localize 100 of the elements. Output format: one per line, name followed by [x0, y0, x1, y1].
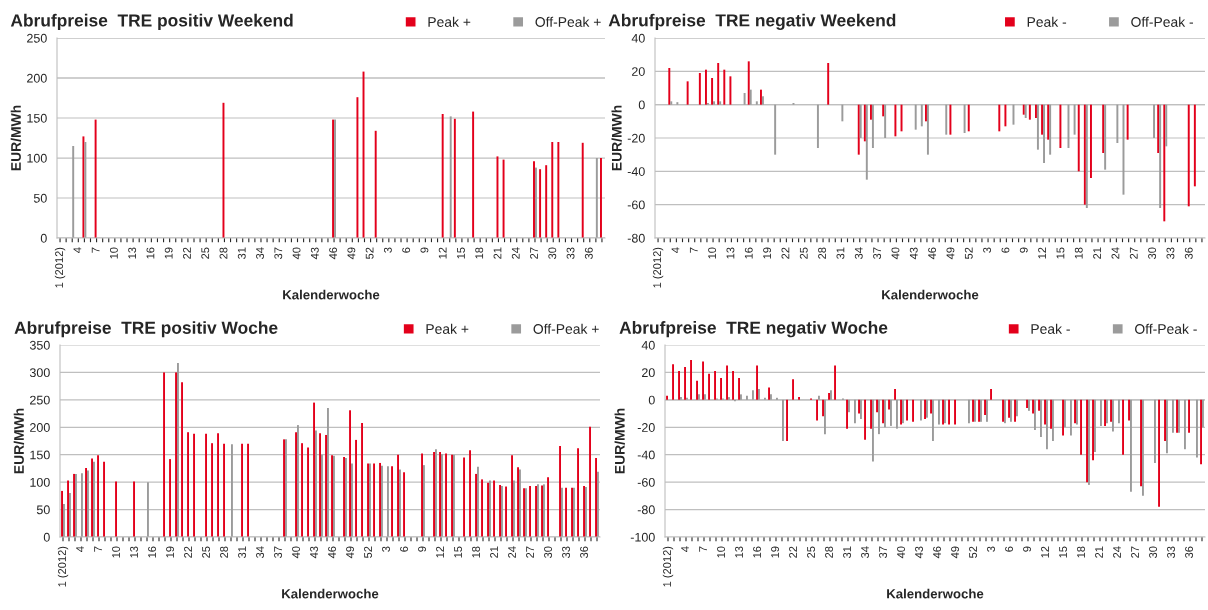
x-tick-label: 10: [717, 546, 725, 558]
x-tick-label: 3: [383, 247, 392, 253]
y-axis-title: EUR/MWh: [611, 105, 622, 171]
x-tick-label: 27: [526, 546, 534, 558]
x-tick-label: 13: [130, 546, 138, 558]
x-tick-label: 24: [511, 247, 520, 259]
x-tick-label: 22: [183, 247, 191, 259]
x-tick-label: 15: [1056, 247, 1065, 259]
x-tick-label: 6: [1001, 247, 1010, 253]
x-tick-label: 30: [1149, 546, 1157, 558]
x-tick-label: 3: [382, 546, 390, 552]
x-tick-label: 43: [915, 546, 923, 559]
y-tick-label: -20: [637, 423, 655, 432]
x-axis-title: Kalenderwoche: [882, 289, 979, 300]
y-tick-label: 150: [30, 450, 50, 460]
x-tick-label: 46: [933, 546, 941, 559]
x-tick-label: 22: [184, 546, 192, 558]
x-tick-label: 10: [708, 247, 717, 259]
x-tick-label: 19: [763, 247, 772, 259]
y-tick-label: 20: [632, 67, 645, 76]
x-tick-label: 19: [771, 546, 779, 558]
x-tick-label: 10: [109, 247, 118, 259]
x-tick-label: 40: [897, 546, 905, 559]
legend-label: Peak +: [426, 323, 469, 334]
x-tick-label: 31: [237, 247, 246, 259]
y-tick-label: -40: [627, 167, 645, 176]
x-tick-label: 28: [220, 546, 228, 558]
x-tick-label: 22: [781, 247, 790, 259]
x-tick-label: 27: [530, 247, 538, 259]
x-tick-label: 36: [584, 247, 593, 259]
legend-label: Off-Peak +: [535, 16, 601, 27]
y-axis-title: EUR/MWh: [13, 408, 25, 474]
legend-label: Peak -: [1031, 323, 1070, 334]
x-tick-label: 52: [364, 546, 372, 558]
x-tick-label: 6: [1005, 546, 1013, 552]
x-tick-label: 52: [365, 247, 374, 259]
x-tick-label: 22: [789, 546, 797, 558]
x-tick-label: 27: [1129, 247, 1138, 259]
x-tick-label: 10: [112, 546, 120, 558]
x-tick-label: 12: [1041, 546, 1049, 558]
x-tick-label: 31: [843, 546, 851, 558]
x-tick-label: 31: [836, 247, 845, 259]
x-tick-label: 4: [76, 546, 84, 552]
x-tick-label: 40: [891, 247, 900, 260]
x-tick-label: 16: [148, 546, 156, 558]
x-axis-title: Kalenderwoche: [887, 588, 984, 599]
legend-label: Peak +: [428, 16, 471, 27]
x-tick-label: 3: [983, 247, 992, 253]
x-tick-label: 36: [1184, 247, 1193, 259]
y-tick-label: 350: [29, 340, 50, 350]
x-tick-label: 30: [544, 546, 552, 558]
x-tick-label: 4: [73, 247, 82, 253]
x-tick-label: 28: [818, 247, 827, 259]
x-tick-label: 33: [1167, 546, 1175, 558]
x-tick-label: 19: [166, 546, 174, 558]
x-tick-label: 33: [1166, 247, 1175, 259]
y-tick-label: 50: [36, 505, 50, 515]
x-tick-label: 40: [292, 546, 300, 559]
x-tick-label: 37: [274, 247, 283, 259]
x-tick-label: 37: [879, 546, 887, 558]
x-tick-label: 18: [475, 247, 484, 259]
y-tick-label: -80: [627, 233, 645, 243]
y-tick-label: -60: [637, 477, 655, 487]
y-axis-title: EUR/MWh: [614, 408, 625, 474]
y-tick-label: 250: [27, 33, 47, 43]
legend-label: Off-Peak -: [1135, 323, 1197, 334]
y-tick-label: 0: [43, 532, 50, 542]
x-tick-label: 15: [457, 247, 465, 259]
x-tick-label: 34: [854, 247, 863, 259]
y-tick-label: 200: [30, 423, 50, 432]
x-tick-label: 9: [418, 546, 426, 552]
x-tick-label: 49: [946, 247, 955, 260]
x-tick-label: 4: [681, 546, 689, 552]
y-axis-title: EUR/MWh: [10, 105, 22, 171]
x-tick-label: 21: [490, 546, 498, 558]
x-tick-label: 13: [726, 247, 735, 259]
x-tick-label: 28: [219, 247, 228, 259]
x-tick-label: 46: [328, 546, 336, 559]
x-tick-label: 21: [1095, 546, 1103, 558]
legend-label: Off-Peak +: [533, 323, 599, 334]
x-tick-label: 16: [753, 546, 761, 558]
y-tick-label: 20: [642, 368, 655, 378]
x-tick-label: 24: [1113, 546, 1121, 558]
x-tick-label: 7: [699, 546, 707, 552]
x-tick-label: 36: [580, 546, 588, 558]
x-tick-label: 49: [951, 546, 959, 559]
x-tick-label: 19: [164, 247, 173, 259]
x-tick-label: 27: [1131, 546, 1139, 558]
x-tick-label: 34: [861, 546, 869, 558]
y-tick-label: 0: [638, 100, 645, 110]
y-tick-label: 300: [29, 368, 50, 378]
x-tick-label: 4: [671, 247, 680, 253]
x-tick-label: 21: [493, 247, 502, 259]
y-tick-label: 0: [40, 233, 47, 243]
y-tick-label: 50: [33, 193, 47, 203]
x-tick-label: 13: [735, 546, 743, 558]
x-tick-label: 18: [472, 546, 480, 558]
x-tick-label: 1 (2012): [54, 247, 66, 288]
x-tick-label: 43: [909, 247, 918, 260]
x-tick-label: 25: [201, 247, 210, 259]
